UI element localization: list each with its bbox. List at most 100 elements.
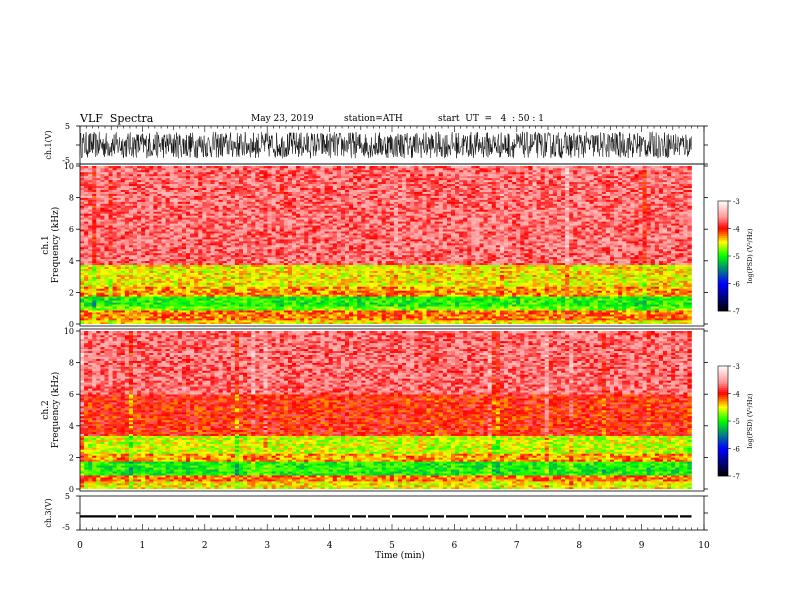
spectrogram-cell [128, 233, 134, 236]
spectrogram-cell [234, 166, 240, 169]
spectrogram-cell [271, 205, 276, 208]
spectrogram-cell [263, 262, 268, 266]
spectrogram-cell [149, 300, 154, 303]
spectrogram-cell [145, 250, 150, 254]
spectrogram-cell [222, 280, 228, 283]
spectrogram-cell [161, 199, 166, 202]
spectrogram-cell [161, 229, 166, 232]
spectrogram-cell [92, 310, 97, 313]
spectrogram-cell [181, 258, 187, 262]
spectrogram-cell [96, 264, 101, 268]
spectrogram-cell [230, 252, 236, 256]
spectrogram-cell [161, 195, 166, 198]
spectrogram-cell [145, 300, 150, 303]
spectrogram-cell [80, 205, 85, 208]
spectrogram-cell [275, 248, 281, 252]
spectrogram-cell [320, 219, 325, 222]
spectrogram-cell [190, 250, 195, 254]
spectrogram-cell [149, 211, 154, 214]
spectrogram-cell [80, 181, 85, 185]
spectrogram-cell [202, 241, 207, 244]
spectrogram-cell [124, 278, 130, 281]
spectrogram-cell [120, 189, 126, 192]
spectrogram-cell [230, 292, 236, 295]
spectrogram-cell [165, 179, 170, 183]
spectrogram-cell [116, 187, 122, 190]
spectrogram-cell [96, 320, 101, 323]
spectrogram-cell [149, 217, 154, 220]
spectrogram-cell [124, 243, 130, 246]
spectrogram-cell [324, 316, 329, 319]
spectrogram-cell [230, 266, 236, 269]
spectrogram-cell [186, 227, 191, 230]
spectrogram-cell [169, 183, 175, 187]
spectrogram-cell [186, 211, 191, 214]
spectrogram-cell [198, 211, 203, 214]
spectrogram-cell [222, 268, 228, 271]
spectrogram-cell [112, 280, 117, 283]
spectrogram-cell [316, 239, 321, 242]
spectrogram-cell [287, 284, 293, 287]
spectrogram-cell [198, 290, 203, 293]
spectrogram-cell [186, 250, 191, 254]
spectrogram-cell [267, 167, 272, 171]
spectrogram-cell [194, 245, 199, 248]
spectrogram-cell [173, 245, 179, 248]
spectrogram-cell [226, 308, 232, 311]
spectrogram-cell [267, 183, 272, 187]
spectrogram-cell [304, 274, 309, 277]
spectrogram-cell [291, 286, 297, 289]
spectrogram-cell [239, 292, 244, 295]
spectrogram-cell [96, 260, 101, 264]
spectrogram-cell [279, 296, 285, 299]
spectrogram-cell [96, 233, 101, 236]
spectrogram-cell [169, 166, 175, 169]
spectrogram-cell [243, 302, 248, 305]
spectrogram-cell [312, 167, 317, 171]
spectrogram-cell [88, 243, 93, 246]
spectrogram-cell [226, 292, 232, 295]
spectrogram-cell [287, 266, 293, 269]
spectrogram-cell [263, 278, 268, 281]
spectrogram-cell [287, 302, 293, 305]
spectrogram-cell [128, 219, 134, 222]
spectrogram-cell [116, 221, 122, 224]
spectrogram-cell [88, 189, 93, 192]
spectrogram-cell [320, 223, 325, 226]
spectrogram-cell [279, 239, 285, 242]
spectrogram-cell [194, 227, 199, 230]
spectrogram-cell [96, 280, 101, 283]
spectrogram-cell [104, 195, 109, 198]
spectrogram-cell [263, 239, 268, 242]
spectrogram-cell [304, 197, 309, 200]
spectrogram-cell [112, 205, 117, 208]
spectrogram-cell [296, 258, 301, 262]
spectrogram-cell [255, 320, 260, 323]
spectrogram-cell [267, 219, 272, 222]
spectrogram-cell [190, 199, 195, 202]
spectrogram-cell [247, 195, 252, 198]
spectrogram-cell [312, 252, 317, 256]
spectrogram-cell [169, 235, 175, 238]
spectrogram-cell [291, 193, 297, 196]
spectrogram-cell [169, 308, 175, 311]
spectrogram-cell [300, 233, 305, 236]
spectrogram-cell [255, 248, 260, 252]
spectrogram-cell [300, 193, 305, 196]
spectrogram-cell [173, 246, 179, 250]
spectrogram-cell [181, 227, 187, 230]
spectrogram-cell [92, 246, 97, 250]
spectrogram-cell [141, 187, 146, 190]
spectrogram-cell [324, 260, 329, 264]
spectrogram-cell [304, 243, 309, 246]
spectrogram-cell [88, 282, 93, 285]
spectrogram-cell [161, 276, 166, 279]
spectrogram-cell [84, 207, 89, 210]
spectrogram-cell [124, 169, 130, 173]
spectrogram-cell [287, 312, 293, 315]
spectrogram-cell [308, 322, 313, 324]
spectrogram-cell [222, 272, 228, 275]
spectrogram-cell [108, 268, 113, 271]
spectrogram-cell [267, 207, 272, 210]
spectrogram-cell [145, 245, 150, 248]
